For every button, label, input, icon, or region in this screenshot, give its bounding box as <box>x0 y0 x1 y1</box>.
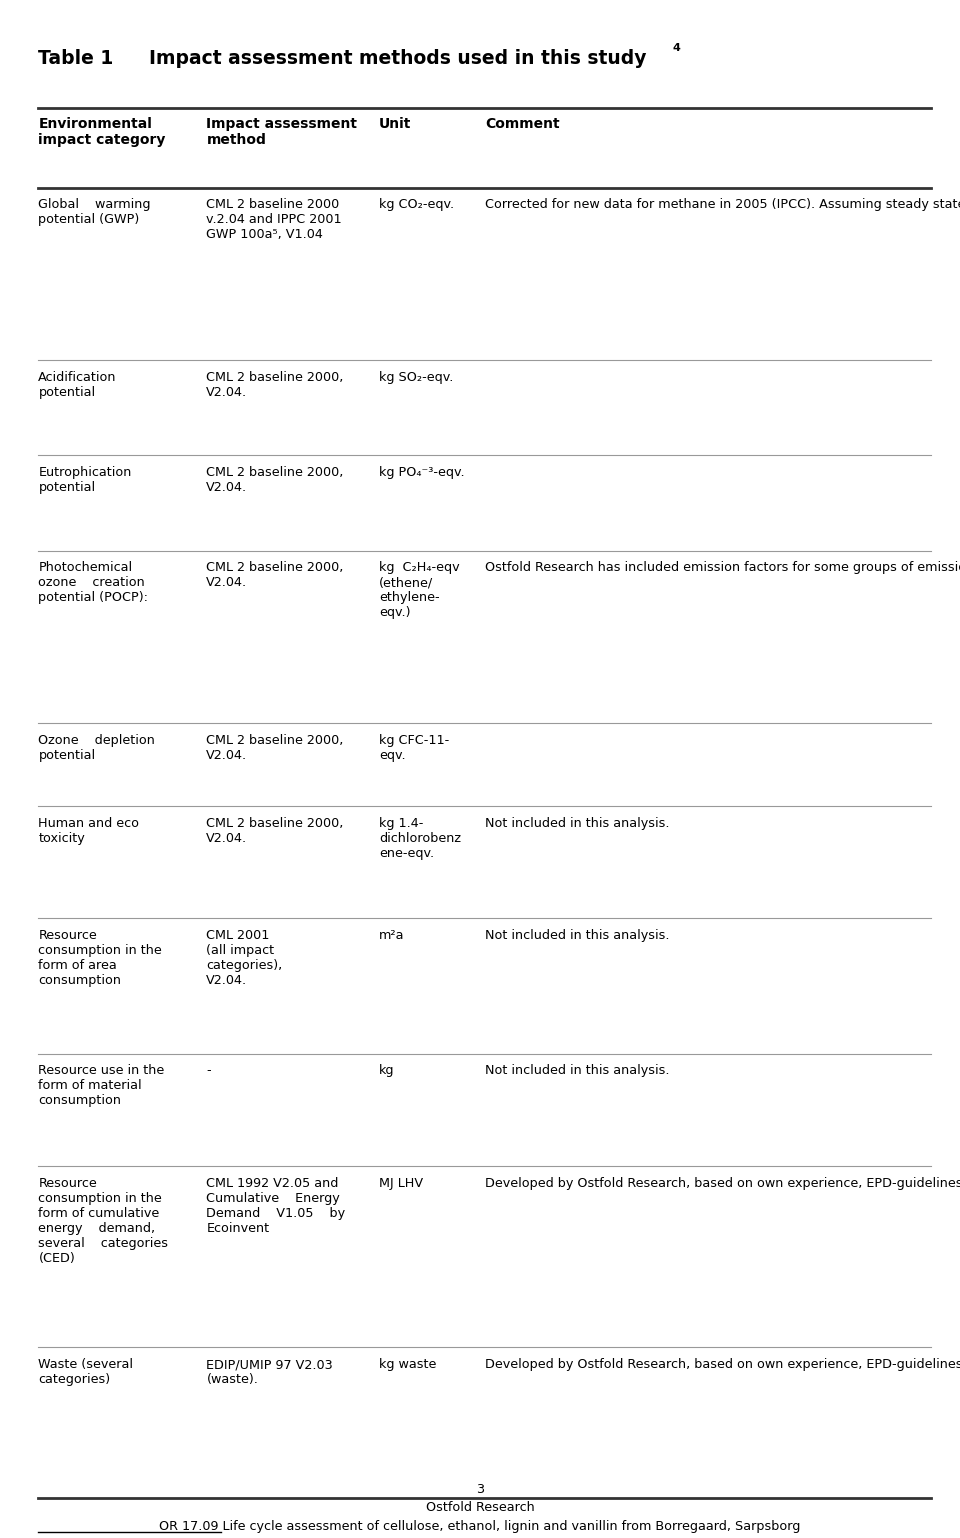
Text: Table 1: Table 1 <box>38 49 113 68</box>
Text: Developed by Ostfold Research, based on own experience, EPD-guidelines and Norwe: Developed by Ostfold Research, based on … <box>485 1358 960 1370</box>
Text: CML 2 baseline 2000,
V2.04.: CML 2 baseline 2000, V2.04. <box>206 561 344 589</box>
Text: CML 2 baseline 2000,
V2.04.: CML 2 baseline 2000, V2.04. <box>206 466 344 494</box>
Text: Global    warming
potential (GWP): Global warming potential (GWP) <box>38 198 151 226</box>
Text: Photochemical
ozone    creation
potential (POCP):: Photochemical ozone creation potential (… <box>38 561 149 604</box>
Text: Human and eco
toxicity: Human and eco toxicity <box>38 817 139 844</box>
Text: kg SO₂-eqv.: kg SO₂-eqv. <box>379 371 453 383</box>
Text: CML 2 baseline 2000,
V2.04.: CML 2 baseline 2000, V2.04. <box>206 817 344 844</box>
Text: Resource
consumption in the
form of cumulative
energy    demand,
several    cate: Resource consumption in the form of cumu… <box>38 1177 168 1264</box>
Text: Not included in this analysis.: Not included in this analysis. <box>485 929 669 941</box>
Text: Waste (several
categories): Waste (several categories) <box>38 1358 133 1386</box>
Text: kg: kg <box>379 1064 395 1077</box>
Text: OR 17.09 Life cycle assessment of cellulose, ethanol, lignin and vanillin from B: OR 17.09 Life cycle assessment of cellul… <box>159 1520 801 1532</box>
Text: Acidification
potential: Acidification potential <box>38 371 117 398</box>
Text: MJ LHV: MJ LHV <box>379 1177 423 1189</box>
Text: CML 2 baseline 2000,
V2.04.: CML 2 baseline 2000, V2.04. <box>206 734 344 761</box>
Text: Developed by Ostfold Research, based on own experience, EPD-guidelines and Norwe: Developed by Ostfold Research, based on … <box>485 1177 960 1189</box>
Text: Resource use in the
form of material
consumption: Resource use in the form of material con… <box>38 1064 165 1107</box>
Text: kg  C₂H₄-eqv
(ethene/
ethylene-
eqv.): kg C₂H₄-eqv (ethene/ ethylene- eqv.) <box>379 561 460 620</box>
Text: Ostfold Research: Ostfold Research <box>425 1501 535 1513</box>
Text: EDIP/UMIP 97 V2.03
(waste).: EDIP/UMIP 97 V2.03 (waste). <box>206 1358 333 1386</box>
Text: Resource
consumption in the
form of area
consumption: Resource consumption in the form of area… <box>38 929 162 987</box>
Text: 3: 3 <box>476 1483 484 1495</box>
Text: 4: 4 <box>672 43 680 54</box>
Text: Not included in this analysis.: Not included in this analysis. <box>485 817 669 829</box>
Text: Impact assessment
method: Impact assessment method <box>206 117 357 148</box>
Text: CML 1992 V2.05 and
Cumulative    Energy
Demand    V1.05    by
Ecoinvent: CML 1992 V2.05 and Cumulative Energy Dem… <box>206 1177 346 1235</box>
Text: CML 2001
(all impact
categories),
V2.04.: CML 2001 (all impact categories), V2.04. <box>206 929 282 987</box>
Text: -: - <box>206 1064 211 1077</box>
Text: kg 1.4-
dichlorobenz
ene-eqv.: kg 1.4- dichlorobenz ene-eqv. <box>379 817 461 860</box>
Text: Eutrophication
potential: Eutrophication potential <box>38 466 132 494</box>
Text: Unit: Unit <box>379 117 412 131</box>
Text: Ostfold Research has included emission factors for some groups of emissions (VOC: Ostfold Research has included emission f… <box>485 561 960 574</box>
Text: m²a: m²a <box>379 929 405 941</box>
Text: CML 2 baseline 2000
v.2.04 and IPPC 2001
GWP 100a⁵, V1.04: CML 2 baseline 2000 v.2.04 and IPPC 2001… <box>206 198 342 241</box>
Text: Impact assessment methods used in this study: Impact assessment methods used in this s… <box>149 49 646 68</box>
Text: Ozone    depletion
potential: Ozone depletion potential <box>38 734 156 761</box>
Text: CML 2 baseline 2000,
V2.04.: CML 2 baseline 2000, V2.04. <box>206 371 344 398</box>
Text: Corrected for new data for methane in 2005 (IPCC). Assuming steady state in biog: Corrected for new data for methane in 20… <box>485 198 960 211</box>
Text: kg CFC-11-
eqv.: kg CFC-11- eqv. <box>379 734 449 761</box>
Text: Not included in this analysis.: Not included in this analysis. <box>485 1064 669 1077</box>
Text: kg waste: kg waste <box>379 1358 437 1370</box>
Text: Comment: Comment <box>485 117 560 131</box>
Text: Environmental
impact category: Environmental impact category <box>38 117 166 148</box>
Text: kg CO₂-eqv.: kg CO₂-eqv. <box>379 198 454 211</box>
Text: kg PO₄⁻³-eqv.: kg PO₄⁻³-eqv. <box>379 466 465 478</box>
